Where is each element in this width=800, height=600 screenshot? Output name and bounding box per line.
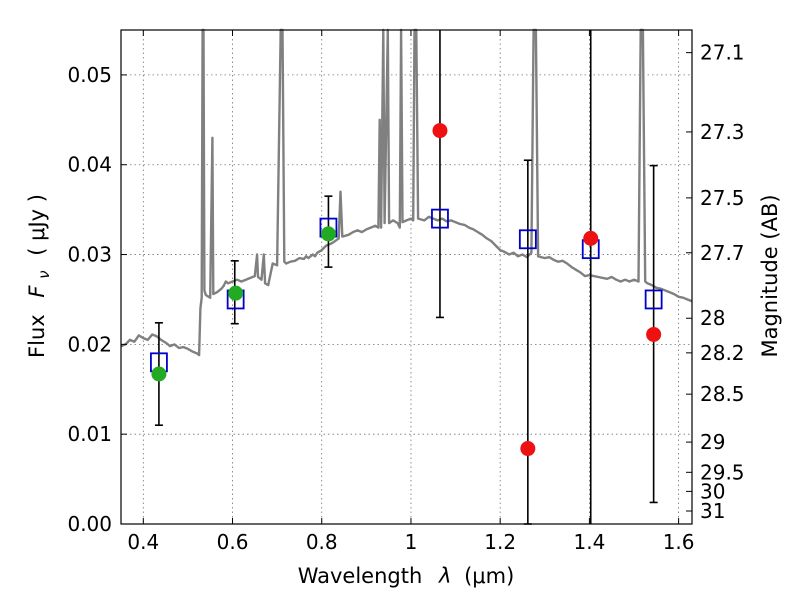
y-tick-label: 0.00 [67, 512, 112, 536]
non-detection-point [583, 230, 599, 246]
detection-point [228, 285, 244, 301]
y2-tick-label: 27.5 [700, 186, 745, 210]
non-detection-point [646, 326, 662, 342]
x-axis-label-prefix: Wavelength [298, 564, 423, 588]
y-axis-label-unit: ( μJy ) [25, 194, 49, 256]
y-axis-label-subscript: ν [35, 270, 53, 278]
spectrum-layer [120, 28, 693, 357]
detection-point [320, 226, 336, 242]
y-tick-label: 0.02 [67, 332, 112, 356]
y2-tick-label: 28 [700, 306, 725, 330]
marker-layer [150, 123, 663, 457]
model-photometry-square [518, 229, 537, 250]
grid-lines [121, 30, 692, 525]
y2-tick-label: 27.1 [700, 41, 745, 65]
x-axis-label: Wavelength λ (μm) [298, 564, 515, 588]
y-tick-label: 0.03 [67, 243, 112, 267]
y2-tick-label: 28.5 [700, 382, 745, 406]
non-detection-point [432, 123, 448, 139]
y2-tick-label: 27.7 [700, 241, 745, 265]
y2-tick-label: 29.5 [700, 460, 745, 484]
model-photometry-square [431, 208, 449, 229]
plot-frame [120, 29, 693, 525]
y-tick-label: 0.01 [67, 422, 112, 446]
errorbar-layer [154, 30, 658, 525]
model-photometry-square [644, 289, 663, 310]
x-tick-label: 0.6 [217, 530, 249, 554]
y2-tick-label: 30 [700, 479, 725, 503]
x-tick-label: 1 [405, 530, 418, 554]
x-tick-label: 1.6 [663, 530, 695, 554]
x-axis-label-unit: (μm) [464, 564, 514, 588]
y2-tick-label: 29 [700, 430, 725, 454]
detection-point [151, 366, 167, 382]
y2-tick-label: 31 [700, 499, 725, 523]
y2-tick-label: 28.2 [700, 341, 745, 365]
y-axis-label-prefix: Flux [25, 314, 49, 358]
x-tick-label: 1.2 [484, 530, 516, 554]
y-axis-label: Flux F ν ( μJy ) [25, 194, 54, 358]
y-axis-label-symbol: F [25, 285, 49, 298]
y-tick-label: 0.05 [67, 63, 112, 87]
y2-axis-label: Magnitude (AB) [758, 194, 782, 357]
x-axis-label-symbol: λ [438, 564, 451, 588]
non-detection-point [520, 441, 536, 457]
y2-tick-label: 27.3 [700, 120, 745, 144]
x-tick-label: 0.4 [127, 530, 159, 554]
x-tick-label: 0.8 [306, 530, 338, 554]
spectrum-line [120, 28, 693, 357]
y-tick-label: 0.04 [67, 153, 112, 177]
tick-layer: 0.4 0.6 0.8 1 1.2 1.4 1.6 0.00 0.01 0.02 0.03 0.04 0… [67, 30, 745, 554]
x-tick-label: 1.4 [573, 530, 605, 554]
